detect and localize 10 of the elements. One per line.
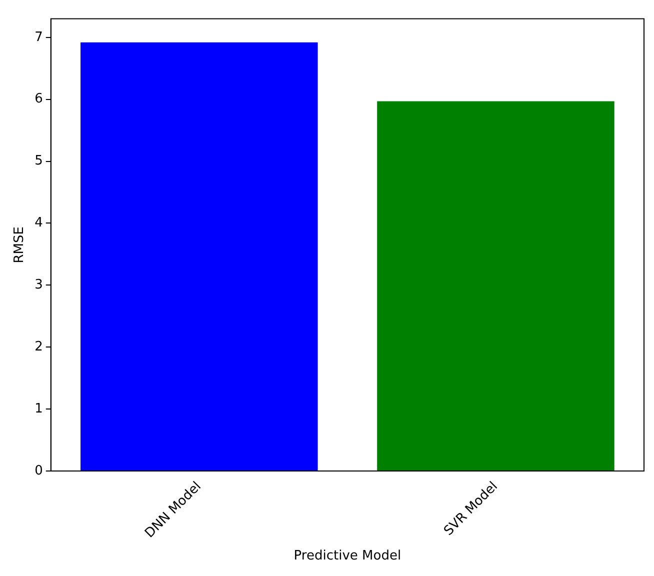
y-tick-label: 5 [34,154,43,169]
y-tick-label: 3 [34,278,43,293]
y-tick-label: 6 [34,92,43,107]
y-tick-label: 4 [34,216,43,231]
y-tick-label: 1 [34,401,43,416]
y-tick-label: 7 [34,30,43,45]
y-tick-label: 2 [34,339,43,354]
x-axis-title: Predictive Model [294,548,402,564]
y-axis-title: RMSE [12,226,28,264]
y-tick-label: 0 [34,463,43,478]
